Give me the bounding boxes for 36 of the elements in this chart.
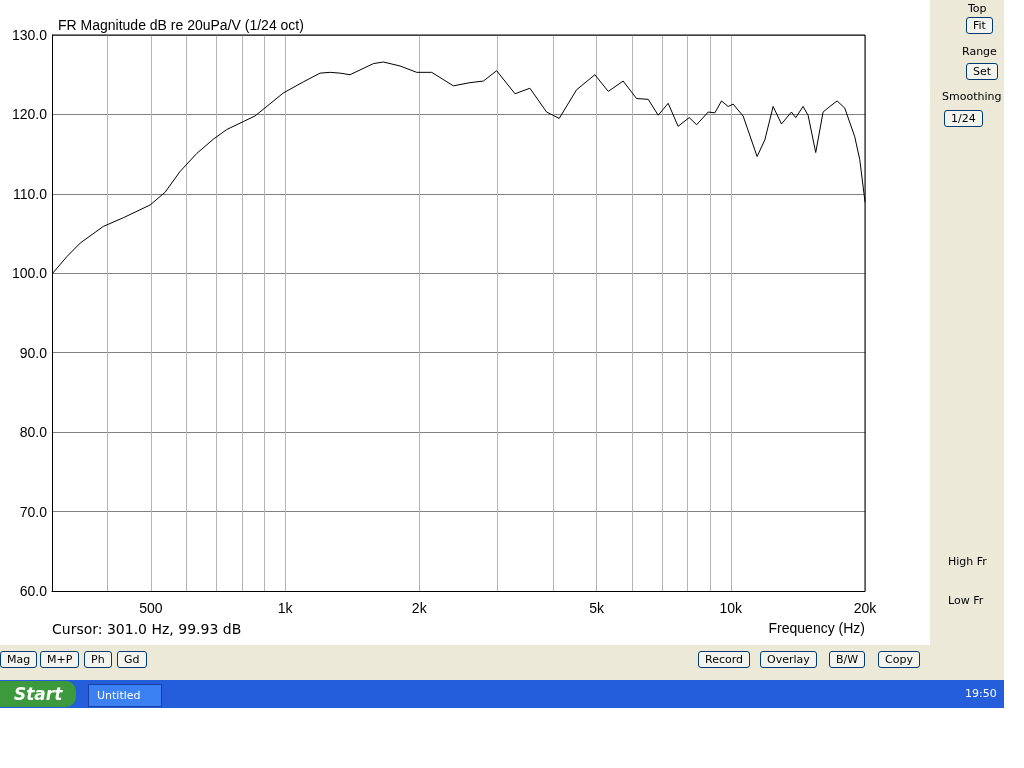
x-tick-label: 5k bbox=[589, 600, 606, 616]
x-tick-label: 500 bbox=[139, 600, 163, 616]
y-tick-label: 100.0 bbox=[11, 265, 48, 282]
text: Top bbox=[968, 2, 987, 15]
text: High Fr bbox=[948, 555, 987, 568]
text: Smoothing bbox=[942, 90, 1002, 103]
text: Low Fr bbox=[948, 594, 984, 607]
x-axis-title: Frequency (Hz) bbox=[768, 620, 865, 636]
text: B/W bbox=[829, 651, 866, 668]
text: Cursor: 301.0 Hz, 99.93 dB bbox=[52, 621, 242, 637]
text: 19:50 bbox=[965, 687, 997, 700]
x-tick-label: 1k bbox=[277, 600, 294, 616]
text: Gd bbox=[117, 651, 147, 668]
chart-title: FR Magnitude dB re 20uPa/V (1/24 oct) bbox=[58, 17, 304, 33]
y-tick-label: 110.0 bbox=[13, 185, 48, 202]
text: Fit bbox=[966, 17, 993, 34]
y-tick-label: 60.0 bbox=[19, 583, 48, 599]
y-tick-label: 130.0 bbox=[11, 27, 48, 43]
text: Start bbox=[0, 681, 77, 707]
text: Range bbox=[962, 45, 997, 58]
x-tick-label: 2k bbox=[411, 600, 428, 616]
y-tick-label: 90.0 bbox=[19, 344, 48, 361]
x-tick-label: 10k bbox=[719, 600, 744, 616]
text: Mag bbox=[0, 651, 38, 668]
text: M+P bbox=[40, 651, 80, 668]
text: Set bbox=[966, 63, 999, 80]
text: Untitled bbox=[88, 684, 162, 707]
text: Overlay bbox=[760, 651, 817, 668]
y-tick-label: 70.0 bbox=[19, 503, 48, 520]
y-tick-label: 80.0 bbox=[19, 424, 48, 441]
text: Ph bbox=[84, 651, 112, 668]
x-tick-label: 20k bbox=[853, 600, 878, 616]
y-tick-label: 120.0 bbox=[11, 106, 48, 123]
text: Copy bbox=[878, 651, 920, 668]
text: 1/24 bbox=[944, 110, 983, 127]
text: Record bbox=[698, 651, 751, 668]
